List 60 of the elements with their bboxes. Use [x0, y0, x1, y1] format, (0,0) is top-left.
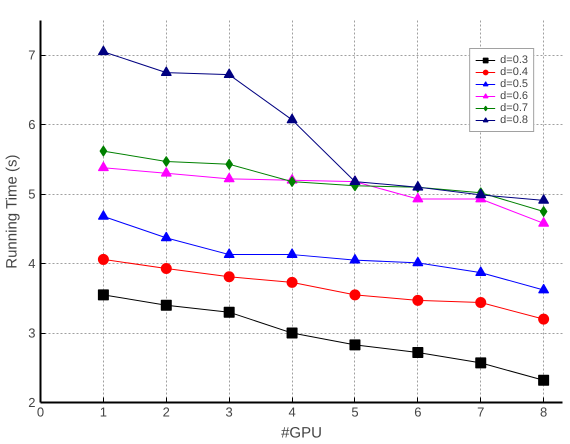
point [160, 262, 172, 274]
x-axis-title: #GPU [281, 424, 322, 442]
point [225, 158, 234, 170]
point [349, 289, 360, 300]
point [98, 45, 109, 56]
point [98, 254, 109, 265]
y-axis-title: Running Time (s) [3, 154, 20, 269]
point [412, 346, 424, 358]
x-tick-label: 2 [162, 404, 170, 420]
legend-label: d=0.3 [500, 54, 528, 66]
point [475, 266, 486, 276]
point [286, 276, 298, 288]
point [538, 194, 550, 204]
point [162, 156, 170, 167]
point [98, 210, 109, 220]
point [98, 161, 109, 172]
legend-label: d=0.4 [500, 66, 528, 78]
x-tick-label: 7 [477, 404, 484, 420]
point [538, 284, 550, 294]
point [224, 172, 235, 182]
point [160, 300, 172, 311]
point [538, 314, 550, 325]
point [286, 114, 298, 124]
x-tick-label: 0 [36, 404, 44, 420]
point [475, 357, 486, 368]
point [349, 254, 360, 264]
point [412, 256, 424, 266]
point [349, 339, 360, 350]
x-tick-label: 4 [288, 404, 296, 420]
point [540, 206, 548, 217]
x-tick-label: 5 [351, 404, 359, 420]
legend-label: d=0.5 [500, 78, 528, 90]
point [538, 374, 550, 386]
y-tick-label: 6 [28, 117, 36, 132]
point [160, 232, 172, 242]
point [224, 271, 235, 282]
point [98, 289, 109, 300]
legend-label: d=0.7 [500, 102, 528, 114]
point [224, 306, 235, 318]
point [224, 68, 235, 78]
point [538, 217, 550, 227]
x-tick-label: 6 [414, 404, 422, 420]
y-tick-label: 3 [28, 326, 36, 341]
y-tick-label: 7 [28, 48, 36, 63]
x-tick-label: 3 [226, 404, 233, 420]
point [412, 294, 424, 306]
point [160, 167, 172, 177]
point [160, 66, 172, 76]
point [412, 192, 424, 202]
legend-label: d=0.8 [500, 114, 528, 126]
y-tick-label: 2 [28, 395, 36, 410]
x-tick-label: 1 [100, 404, 108, 420]
point [286, 248, 298, 258]
x-tick-label: 8 [540, 404, 548, 420]
y-tick-label: 4 [28, 256, 36, 272]
point [224, 248, 235, 258]
legend-label: d=0.6 [500, 90, 528, 102]
point [475, 296, 486, 308]
point [286, 328, 298, 339]
y-tick-label: 5 [28, 186, 36, 202]
